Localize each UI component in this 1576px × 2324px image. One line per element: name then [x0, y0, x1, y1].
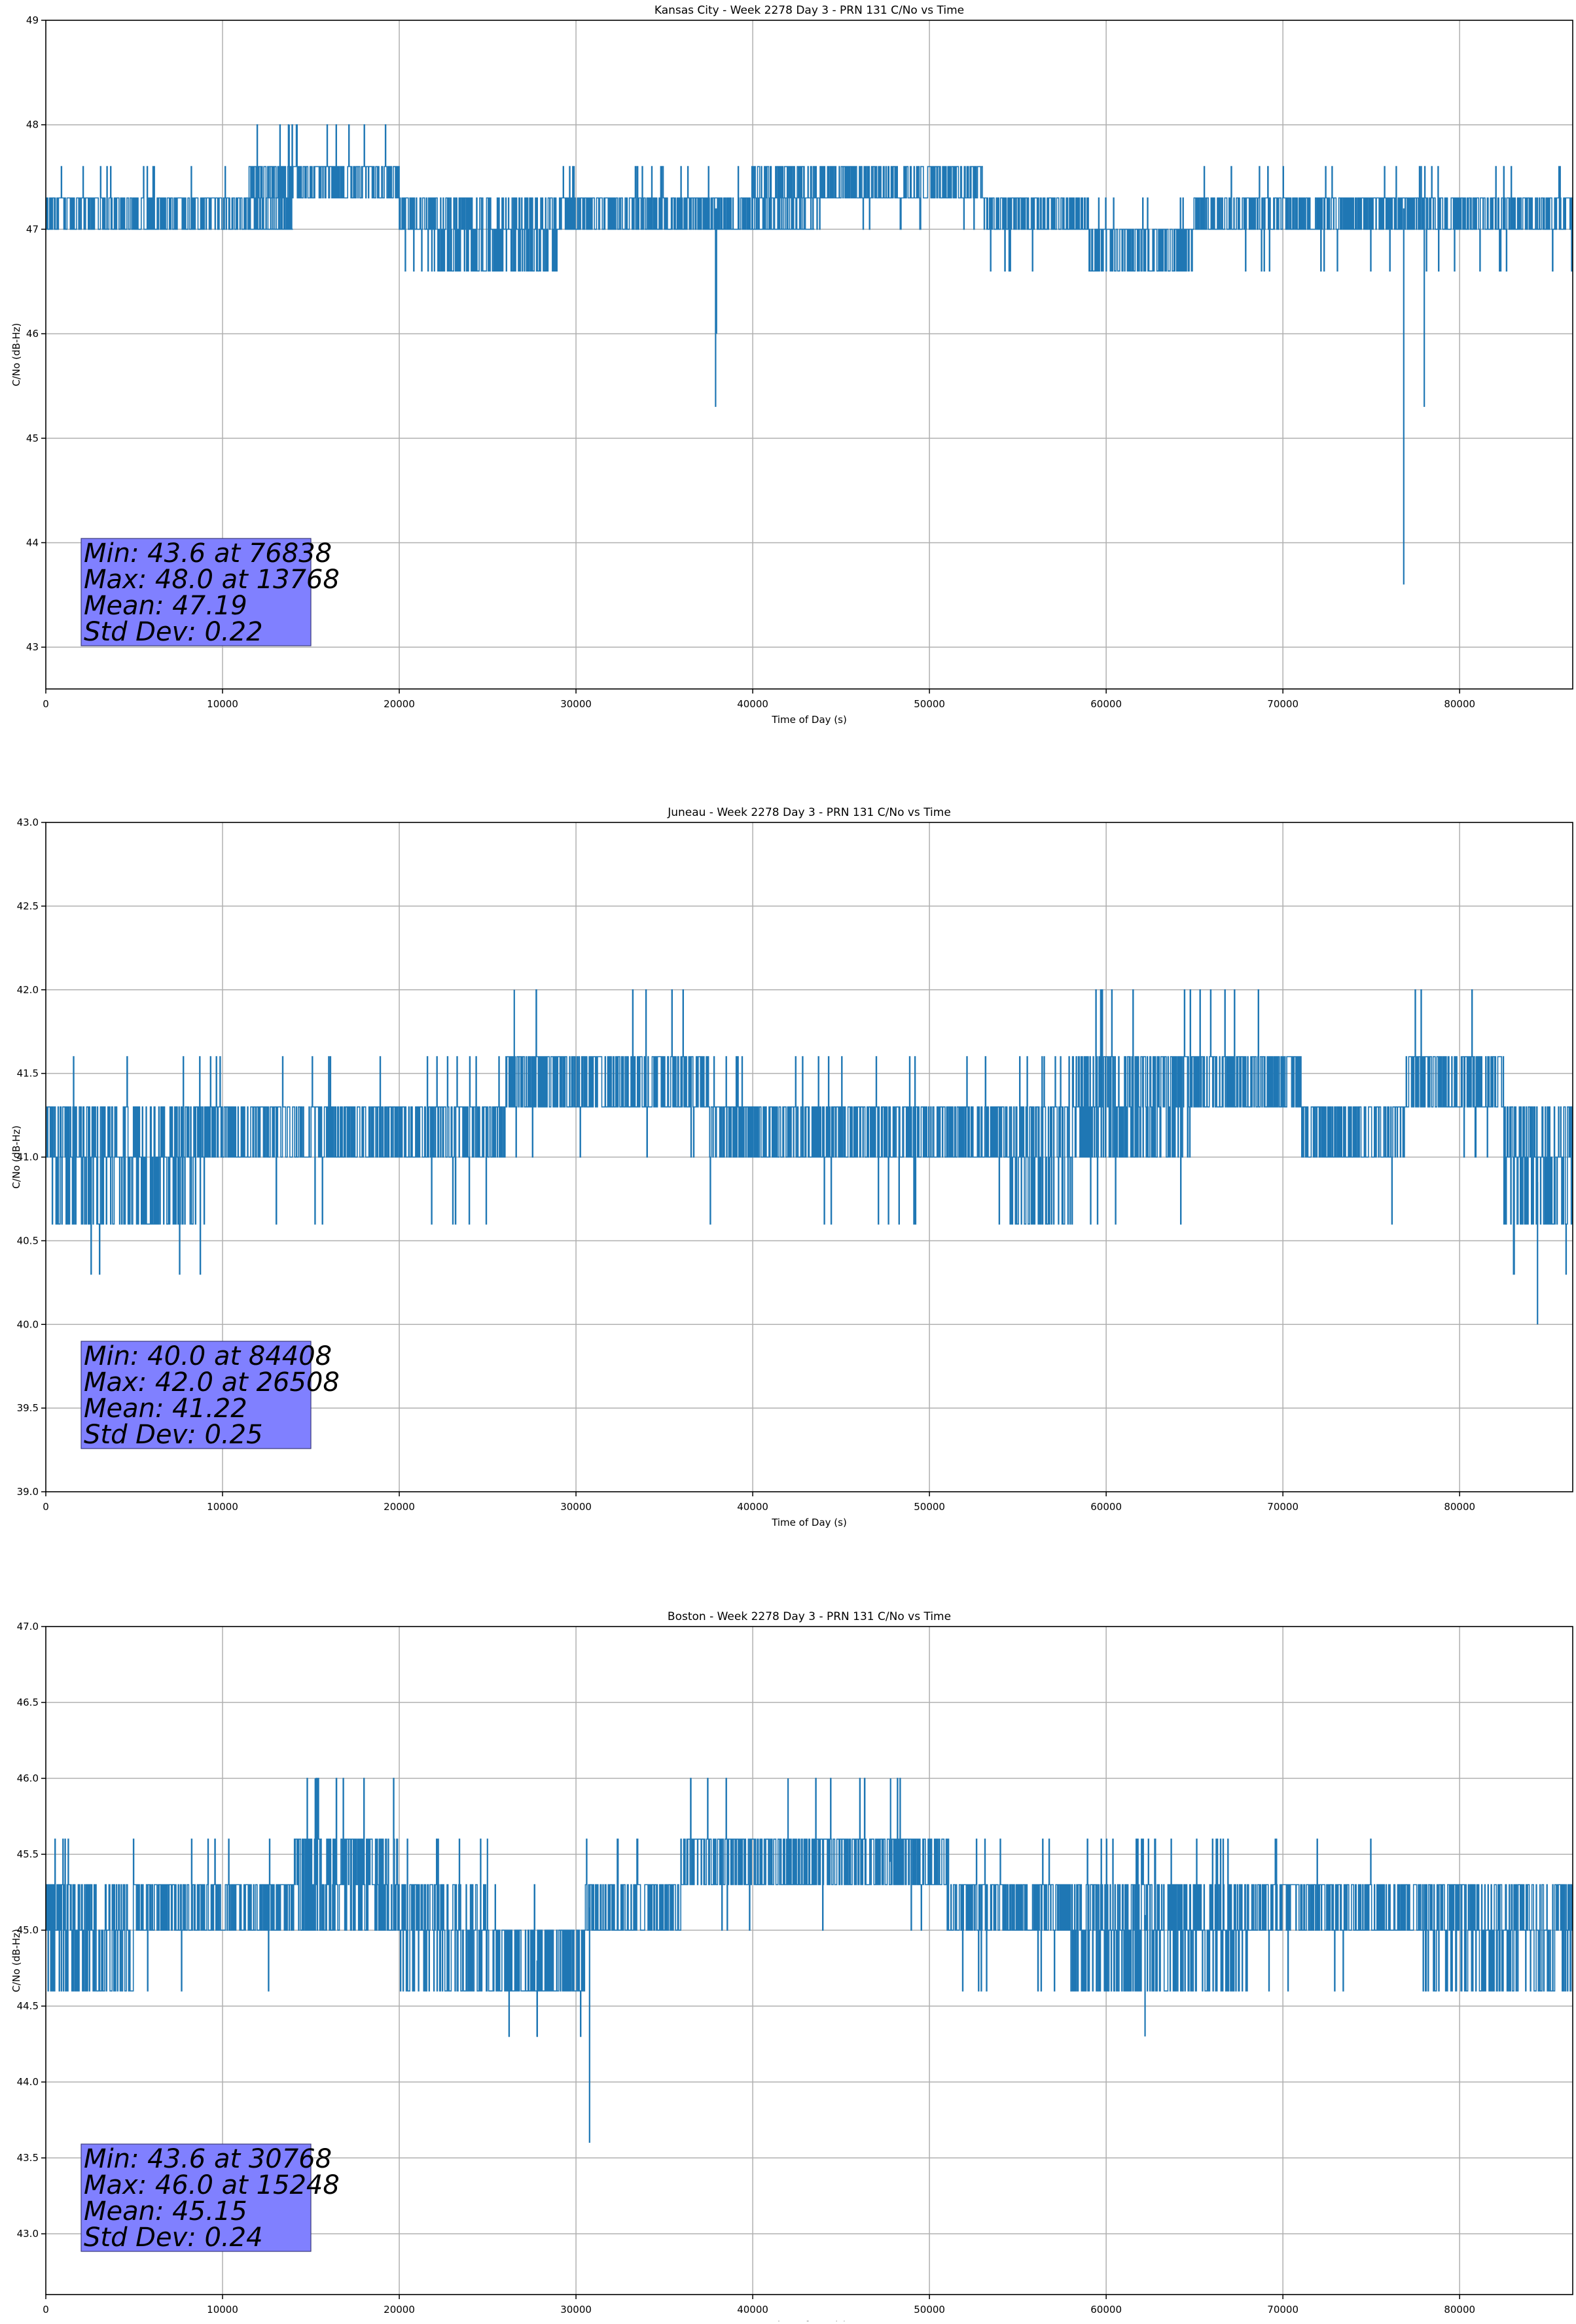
x-tick-label: 80000 — [1444, 2304, 1475, 2315]
y-tick-label: 44 — [26, 537, 39, 548]
x-tick-label: 70000 — [1267, 2304, 1298, 2315]
x-tick-label: 20000 — [384, 698, 415, 710]
y-tick-label: 41.5 — [17, 1068, 39, 1080]
stats-line: Std Dev: 0.25 — [84, 1420, 263, 1450]
x-tick-label: 40000 — [737, 698, 768, 710]
x-tick-label: 10000 — [207, 698, 238, 710]
x-tick-label: 50000 — [914, 1501, 945, 1513]
y-tick-label: 46 — [26, 328, 39, 340]
y-tick-label: 47.0 — [17, 1621, 39, 1632]
x-tick-label: 30000 — [560, 1501, 592, 1513]
stats-line: Std Dev: 0.22 — [84, 617, 263, 647]
x-tick-label: 50000 — [914, 698, 945, 710]
c-no-line — [46, 124, 1573, 272]
y-tick-label: 42.5 — [17, 900, 39, 912]
x-axis-label: Time of Day (s) — [771, 1517, 847, 1528]
x-tick-label: 0 — [43, 698, 49, 710]
x-tick-label: 10000 — [207, 2304, 238, 2315]
y-tick-label: 44.5 — [17, 2000, 39, 2012]
stats-line: Min: 43.6 at 76838 — [84, 538, 332, 569]
stats-box — [81, 1341, 312, 1449]
axes-frame — [45, 1626, 1573, 2295]
data-series — [46, 989, 1573, 1325]
x-tick-label: 50000 — [914, 2304, 945, 2315]
y-tick-label: 46.5 — [17, 1697, 39, 1708]
x-tick-label: 20000 — [384, 2304, 415, 2315]
y-tick-label: 39.5 — [17, 1402, 39, 1414]
x-tick-label: 80000 — [1444, 1501, 1475, 1513]
y-axis-label: C/No (dB-Hz) — [10, 1125, 22, 1189]
stats-line: Mean: 41.22 — [84, 1394, 247, 1424]
x-tick-label: 70000 — [1267, 698, 1298, 710]
y-tick-label: 43 — [26, 641, 39, 653]
stats-line: Min: 40.0 at 84408 — [84, 1341, 332, 1371]
x-tick-label: 30000 — [560, 2304, 592, 2315]
y-tick-label: 39.0 — [17, 1486, 39, 1498]
y-tick-label: 44.0 — [17, 2076, 39, 2088]
y-tick-label: 43.0 — [17, 817, 39, 828]
y-tick-label: 45 — [26, 432, 39, 444]
y-tick-label: 45.0 — [17, 1924, 39, 1936]
data-series — [46, 124, 1573, 585]
x-tick-label: 0 — [43, 2304, 49, 2315]
chart-panel-2: 0 10000 20000 30000 40000 50000 60000 70000 8000… — [10, 806, 1573, 1528]
x-tick-label: 0 — [43, 1501, 49, 1513]
chart-title: Boston - Week 2278 Day 3 - PRN 131 C/No … — [668, 1610, 951, 1623]
x-tick-label: 60000 — [1090, 2304, 1122, 2315]
y-tick-label: 48 — [26, 119, 39, 131]
x-tick-label: 40000 — [737, 2304, 768, 2315]
x-tick-label: 40000 — [737, 1501, 768, 1513]
stats-line: Max: 46.0 at 15248 — [84, 2170, 340, 2200]
stats-box — [81, 2143, 312, 2252]
x-tick-label: 30000 — [560, 698, 592, 710]
y-tick-label: 42.0 — [17, 984, 39, 996]
y-tick-label: 41.0 — [17, 1152, 39, 1163]
x-tick-label: 80000 — [1444, 698, 1475, 710]
stats-line: Mean: 45.15 — [84, 2196, 247, 2227]
y-axis-label: C/No (dB-Hz) — [10, 323, 22, 387]
x-tick-label: 70000 — [1267, 1501, 1298, 1513]
chart-panel-3: 0 10000 20000 30000 40000 50000 60000 70000 8000… — [10, 1610, 1573, 2324]
x-tick-label: 20000 — [384, 1501, 415, 1513]
chart-title: Juneau - Week 2278 Day 3 - PRN 131 C/No … — [667, 806, 951, 819]
x-tick-label: 60000 — [1090, 1501, 1122, 1513]
stats-line: Mean: 47.19 — [84, 591, 247, 621]
y-tick-label: 45.5 — [17, 1848, 39, 1860]
chart-title: Kansas City - Week 2278 Day 3 - PRN 131 … — [654, 4, 964, 17]
stats-line: Std Dev: 0.24 — [84, 2223, 263, 2253]
stats-line: Max: 48.0 at 13768 — [84, 565, 340, 595]
axes-frame — [45, 20, 1573, 690]
y-tick-label: 47 — [26, 223, 39, 235]
y-tick-label: 43.0 — [17, 2228, 39, 2240]
c-no-line — [46, 1778, 1573, 2037]
data-series — [46, 1778, 1573, 2143]
y-tick-label: 40.0 — [17, 1318, 39, 1330]
y-tick-label: 40.5 — [17, 1235, 39, 1246]
x-tick-label: 60000 — [1090, 698, 1122, 710]
x-tick-label: 10000 — [207, 1501, 238, 1513]
stats-box — [81, 538, 312, 646]
y-axis-label: C/No (dB-Hz) — [10, 1929, 22, 1992]
stats-line: Min: 43.6 at 30768 — [84, 2144, 332, 2174]
y-tick-label: 46.0 — [17, 1772, 39, 1784]
y-tick-label: 49 — [26, 14, 39, 26]
c-no-line — [46, 989, 1573, 1275]
y-tick-label: 43.5 — [17, 2152, 39, 2164]
x-axis-label: Time of Day (s) — [771, 714, 847, 726]
stats-line: Max: 42.0 at 26508 — [84, 1367, 340, 1398]
chart-panel-1: 0 10000 20000 30000 40000 50000 60000 70000 8000… — [10, 4, 1573, 726]
